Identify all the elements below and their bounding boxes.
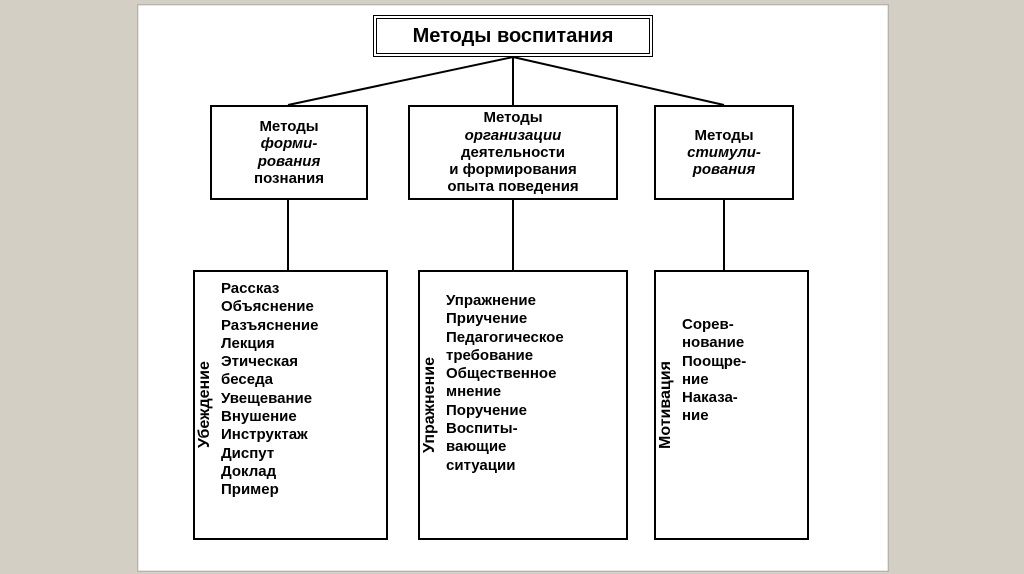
category-box-2: Методы организации деятельности и формир…	[408, 105, 618, 200]
leaf-box-1: Убеждение Рассказ Объяснение Разъяснение…	[193, 270, 388, 540]
root-label: Методы воспитания	[413, 25, 614, 48]
category-3-text: Методы стимули- рования	[687, 127, 761, 179]
category-2-text: Методы организации деятельности и формир…	[447, 109, 578, 195]
leaf-2-list: Упражнение Приучение Педагогическое треб…	[440, 272, 568, 538]
paper: Методы воспитания Методы форми- рования …	[137, 4, 889, 572]
stage: Методы воспитания Методы форми- рования …	[0, 0, 1024, 574]
leaf-3-side-label: Мотивация	[656, 272, 676, 538]
leaf-box-2: Упражнение Упражнение Приучение Педагоги…	[418, 270, 628, 540]
category-1-text: Методы форми- рования познания	[254, 118, 324, 187]
category-box-1: Методы форми- рования познания	[210, 105, 368, 200]
leaf-3-list: Сорев- нование Поощре- ние Наказа- ние	[676, 272, 750, 538]
leaf-box-3: Мотивация Сорев- нование Поощре- ние Нак…	[654, 270, 809, 540]
category-box-3: Методы стимули- рования	[654, 105, 794, 200]
leaf-1-list: Рассказ Объяснение Разъяснение Лекция Эт…	[215, 272, 322, 538]
leaf-1-side-label: Убеждение	[195, 272, 215, 538]
leaf-2-side-label: Упражнение	[420, 272, 440, 538]
root-box: Методы воспитания	[373, 15, 653, 57]
